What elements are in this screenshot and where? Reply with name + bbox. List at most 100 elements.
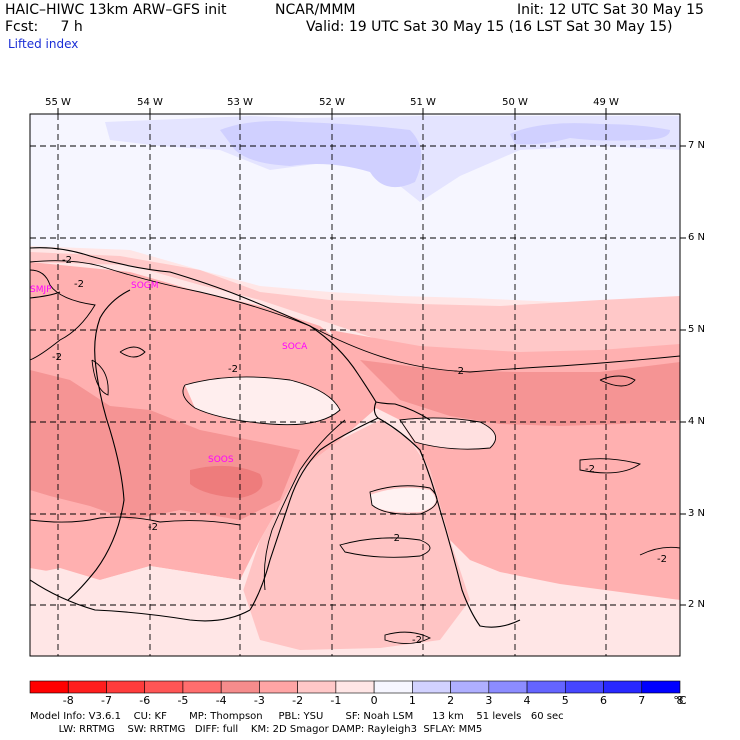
colorbar-swatch [641, 680, 681, 694]
coastline-borders [30, 247, 521, 628]
border-suriname-west [67, 289, 131, 601]
field-southwest-light [30, 566, 260, 656]
lat-label-2n: 2 N [688, 599, 706, 610]
lat-label-6n: 6 N [688, 232, 706, 243]
colorbar-tick-label: -8 [62, 694, 74, 707]
colorbar-tick-label: 0 [370, 694, 378, 707]
border-suriname-guiana [249, 401, 379, 611]
contour-label: -2 [585, 464, 595, 475]
colorbar-swatch [488, 680, 528, 694]
contour-label: -2 [52, 352, 62, 363]
map-ticks [57, 108, 686, 606]
colorbar-tick-label: -4 [215, 694, 227, 707]
colorbar-swatch [220, 680, 260, 694]
station-labels: SMJP SOGM SOCA SOOS [30, 281, 308, 465]
colorbar-tick-label: 4 [523, 694, 531, 707]
graticule [30, 114, 680, 656]
contour-north [30, 260, 680, 373]
contour-south-small [369, 485, 438, 515]
field-local-max-2 [370, 487, 436, 513]
center-text: NCAR/MMM [275, 2, 356, 18]
contour-label: -2 [148, 522, 158, 533]
contour-small-2 [91, 359, 109, 396]
contour-east-small [399, 417, 497, 450]
colorbar-tick-label: 1 [408, 694, 416, 707]
colorbar-swatch [603, 680, 643, 694]
colorbar-swatch [106, 680, 146, 694]
footer-model-info: Model Info: V3.6.1 CU: KF MP: Thompson P… [30, 711, 564, 722]
title-text: HAIC–HIWC 13km ARW–GFS init [5, 2, 227, 18]
station-sogm: SOGM [131, 281, 159, 291]
coastline [30, 247, 431, 421]
colorbar-tick-label: -3 [253, 694, 265, 707]
station-smjp: SMJP [30, 285, 52, 295]
colorbar-tick-label: -2 [292, 694, 304, 707]
colorbar-swatch [259, 680, 298, 694]
colorbar-swatch [373, 680, 413, 694]
contour-south-3 [384, 631, 432, 644]
colorbar-swatch [297, 680, 337, 694]
colorbar-tick-label: -1 [330, 694, 342, 707]
colorbar-tick-label: 8 [676, 694, 684, 707]
field-negative-south [240, 420, 470, 650]
contour-label: -2 [228, 364, 238, 375]
lat-label-5n: 5 N [688, 324, 706, 335]
contour-west [30, 269, 96, 361]
contour-sw [30, 516, 241, 526]
lat-label-4n: 4 N [688, 416, 706, 427]
colorbar-tick-label: 2 [447, 694, 455, 707]
colorbar-swatch [412, 680, 451, 694]
contour-label: -2 [412, 635, 422, 646]
field-positive-3 [220, 121, 422, 188]
field-positive-1 [30, 114, 680, 302]
contour-label: -2 [657, 554, 667, 565]
colorbar-unit: °C [673, 694, 687, 707]
contour-center [182, 376, 341, 426]
colorbar-swatch [29, 680, 69, 694]
footer-physics-info: LW: RRTMG SW: RRTMG DIFF: full KM: 2D Sm… [30, 724, 483, 735]
lon-label-49w: 49 W [593, 97, 619, 108]
contour-east-2 [599, 375, 636, 387]
field-southeast-light [470, 590, 680, 656]
colorbar-swatch [182, 680, 222, 694]
valid-text: Valid: 19 UTC Sat 30 May 15 (16 LST Sat … [306, 19, 673, 35]
station-soos: SOOS [208, 455, 234, 465]
colorbar-swatch [564, 680, 604, 694]
contour-lines [30, 260, 680, 644]
lon-label-55w: 55 W [45, 97, 71, 108]
colorbar [29, 680, 681, 694]
lon-label-54w: 54 W [137, 97, 163, 108]
lon-label-52w: 52 W [319, 97, 345, 108]
field-negative-band [30, 252, 680, 354]
contour-labels: -2 -2 -2 -2 -2 -2 -2 -2 -2 -2 [52, 255, 667, 646]
contour-label: -2 [454, 366, 464, 377]
colorbar-tick-label: 3 [485, 694, 493, 707]
lon-label-51w: 51 W [410, 97, 436, 108]
field-name: Lifted index [8, 37, 79, 51]
colorbar-swatch [450, 680, 490, 694]
colorbar-swatch [526, 680, 566, 694]
colorbar-swatch [335, 680, 375, 694]
contour-south-west [263, 419, 346, 591]
colorbar-tick-label: -7 [100, 694, 112, 707]
coast-detail [30, 291, 61, 299]
lat-label-3n: 3 N [688, 508, 706, 519]
contour-label: -2 [390, 533, 400, 544]
contour-label: -2 [62, 255, 72, 266]
lon-label-53w: 53 W [227, 97, 253, 108]
colorbar-swatch [144, 680, 184, 694]
colorbar-swatch [67, 680, 107, 694]
lat-label-7n: 7 N [688, 140, 706, 151]
field-positive-4 [510, 123, 670, 145]
field-negative-east-core [360, 360, 680, 426]
map-frame [29, 113, 681, 657]
colorbar-tick-label: -6 [139, 694, 151, 707]
field-negative-west-max [190, 465, 263, 498]
border-guiana-brazil [377, 417, 521, 628]
forecast-hour: Fcst: 7 h [5, 19, 83, 35]
field-local-max-3 [400, 417, 496, 450]
colorbar-tick-label: -5 [177, 694, 189, 707]
station-soca: SOCA [282, 342, 308, 352]
init-text: Init: 12 UTC Sat 30 May 15 [517, 2, 704, 18]
